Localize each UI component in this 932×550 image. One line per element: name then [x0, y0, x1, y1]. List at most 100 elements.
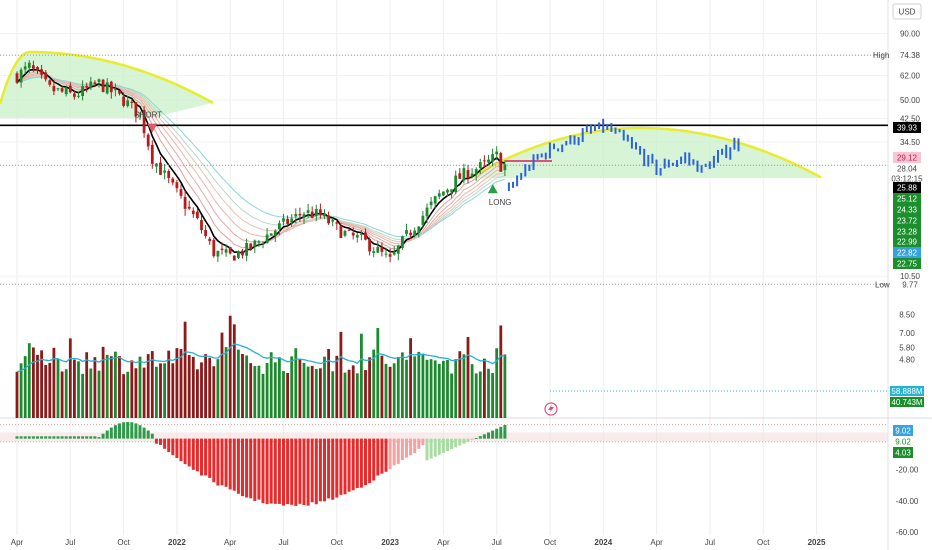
volume-bar	[101, 346, 105, 418]
candle-body	[81, 86, 84, 97]
volume-bar	[273, 362, 277, 418]
oscillator-bar	[380, 438, 384, 474]
time-tick-label: Jul	[278, 538, 288, 547]
candle-body	[466, 169, 470, 179]
volume-bar	[216, 359, 220, 418]
candle-body	[89, 81, 93, 89]
price-tag-label: 23.28	[897, 228, 918, 237]
candle-body	[380, 247, 384, 252]
volume-bar	[122, 374, 125, 418]
volume-bar	[306, 366, 310, 418]
volume-bar	[105, 354, 109, 418]
candle-body	[409, 232, 412, 235]
oscillator-bar	[487, 432, 490, 439]
volume-bar	[60, 371, 64, 418]
price-axis[interactable]: 90.00 62.00 50.00 42.50 34.50 10.50 High 74.38 L…	[873, 30, 924, 537]
long-arrow-icon	[487, 184, 498, 194]
price-tag-label: 22.75	[897, 260, 918, 269]
volume-bar	[351, 365, 355, 418]
volume-bar	[314, 368, 318, 418]
candle-body	[15, 73, 19, 83]
volume-bar	[109, 356, 113, 418]
oscillator-bar	[425, 438, 429, 461]
candle-body	[118, 90, 121, 94]
oscillator-bar	[89, 436, 93, 439]
candle-body	[446, 189, 449, 193]
oscillator-bar	[101, 433, 105, 439]
candle-body	[429, 201, 433, 206]
price-tick-label: 50.00	[900, 96, 921, 105]
candle-body	[232, 255, 236, 261]
volume-bar	[421, 353, 425, 418]
candle-body	[335, 222, 339, 224]
oscillator-bar	[60, 436, 64, 439]
oscillator-bar	[474, 438, 478, 440]
candle-body	[351, 232, 355, 236]
candle-body	[261, 242, 265, 244]
volume-bar	[73, 359, 76, 418]
time-tick-label: 2023	[381, 538, 399, 547]
volume-bar	[478, 371, 482, 418]
volume-ma-line	[16, 343, 505, 373]
volume-bar	[437, 363, 441, 418]
oscillator-bar	[482, 434, 486, 439]
volume-bar	[224, 347, 228, 418]
candle-body	[278, 223, 281, 230]
volume-panel[interactable]	[15, 315, 888, 418]
candle-body	[60, 88, 64, 92]
candle-body	[224, 249, 228, 253]
volume-bar	[392, 363, 396, 418]
candle-body	[282, 218, 285, 222]
oscillator-bar	[200, 438, 203, 476]
volume-bar	[503, 354, 507, 418]
candle-body	[64, 88, 68, 95]
candle-body	[314, 209, 318, 217]
candle-body	[388, 254, 392, 257]
candle-body	[491, 154, 494, 162]
oscillator-bar	[241, 438, 244, 497]
time-tick-label: Jul	[65, 538, 75, 547]
candle-body	[487, 159, 490, 163]
candle-body	[159, 162, 162, 175]
high-value: 74.38	[900, 51, 921, 60]
price-tag-label: 28.04	[897, 165, 918, 174]
candle-body	[405, 230, 408, 235]
time-axis[interactable]: Apr Jul Oct 2022 Apr Jul Oct 2023 Apr Jul Oct 2024 A…	[11, 538, 826, 547]
oscillator-bar	[339, 438, 343, 495]
oscillator-bar	[44, 436, 48, 439]
short-label: SHORT	[134, 111, 162, 120]
candle-body	[462, 168, 466, 181]
oscillator-bar	[446, 438, 449, 452]
oscillator-bar	[294, 438, 298, 506]
candle-body	[483, 160, 486, 162]
osc-tag-box	[893, 447, 913, 458]
oscillator-panel[interactable]	[0, 421, 888, 506]
price-tag-box	[893, 215, 921, 226]
volume-bar	[163, 363, 166, 418]
currency-label[interactable]: USD	[899, 8, 916, 17]
oscillator-bar	[343, 438, 347, 495]
oscillator-bar	[167, 438, 171, 453]
oscillator-bar	[204, 438, 208, 476]
candle-body	[138, 112, 142, 114]
currency-button-box[interactable]	[892, 3, 922, 20]
price-tag-label: 25.12	[897, 195, 918, 204]
time-tick-label: 2025	[808, 538, 826, 547]
candle-body	[44, 72, 48, 80]
volume-bar	[196, 369, 199, 418]
candle-body	[433, 196, 437, 204]
currency-button[interactable]: USD	[892, 3, 922, 20]
oscillator-bar	[409, 438, 413, 456]
price-panel[interactable]: SHORT LONG	[0, 50, 888, 285]
candle-body	[355, 235, 359, 238]
time-tick-label: Apr	[11, 538, 24, 547]
price-tag-box	[893, 193, 921, 204]
oscillator-bar	[179, 438, 183, 462]
volume-bar	[487, 368, 490, 418]
volume-bar	[249, 363, 253, 418]
candle-body	[204, 230, 207, 237]
volume-bar	[171, 363, 175, 418]
volume-bar	[48, 362, 52, 418]
